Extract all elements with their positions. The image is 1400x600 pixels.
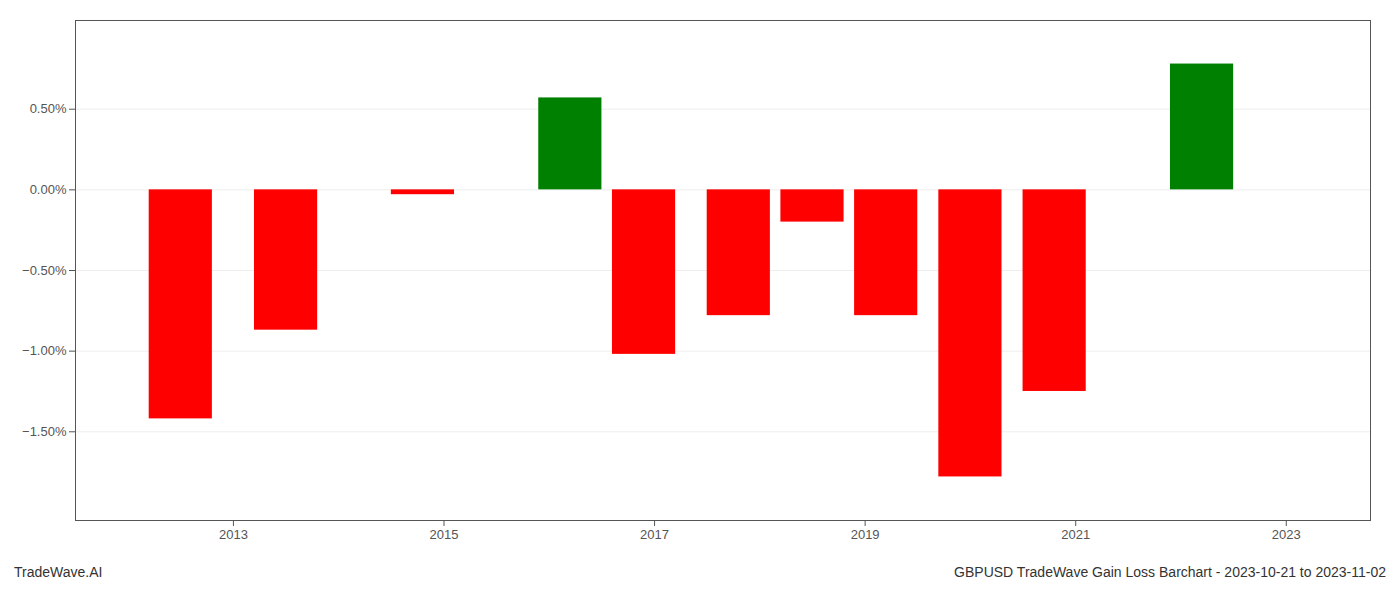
svg-text:2017: 2017 <box>640 527 669 542</box>
html-text:TradeWave.AI: TradeWave.AI <box>14 564 103 580</box>
svg-text:2023: 2023 <box>1272 527 1301 542</box>
svg-text:2019: 2019 <box>851 527 880 542</box>
svg-text:−1.50%: −1.50% <box>22 424 67 439</box>
svg-text:2015: 2015 <box>430 527 459 542</box>
html-text:GBPUSD TradeWave Gain Loss Bar: GBPUSD TradeWave Gain Loss Barchart - 20… <box>954 564 1386 580</box>
svg-text:0.50%: 0.50% <box>30 101 67 116</box>
svg-text:2013: 2013 <box>219 527 248 542</box>
svg-text:0.00%: 0.00% <box>30 182 67 197</box>
svg-text:−1.00%: −1.00% <box>22 343 67 358</box>
svg-text:2021: 2021 <box>1061 527 1090 542</box>
svg-text:−0.50%: −0.50% <box>22 263 67 278</box>
